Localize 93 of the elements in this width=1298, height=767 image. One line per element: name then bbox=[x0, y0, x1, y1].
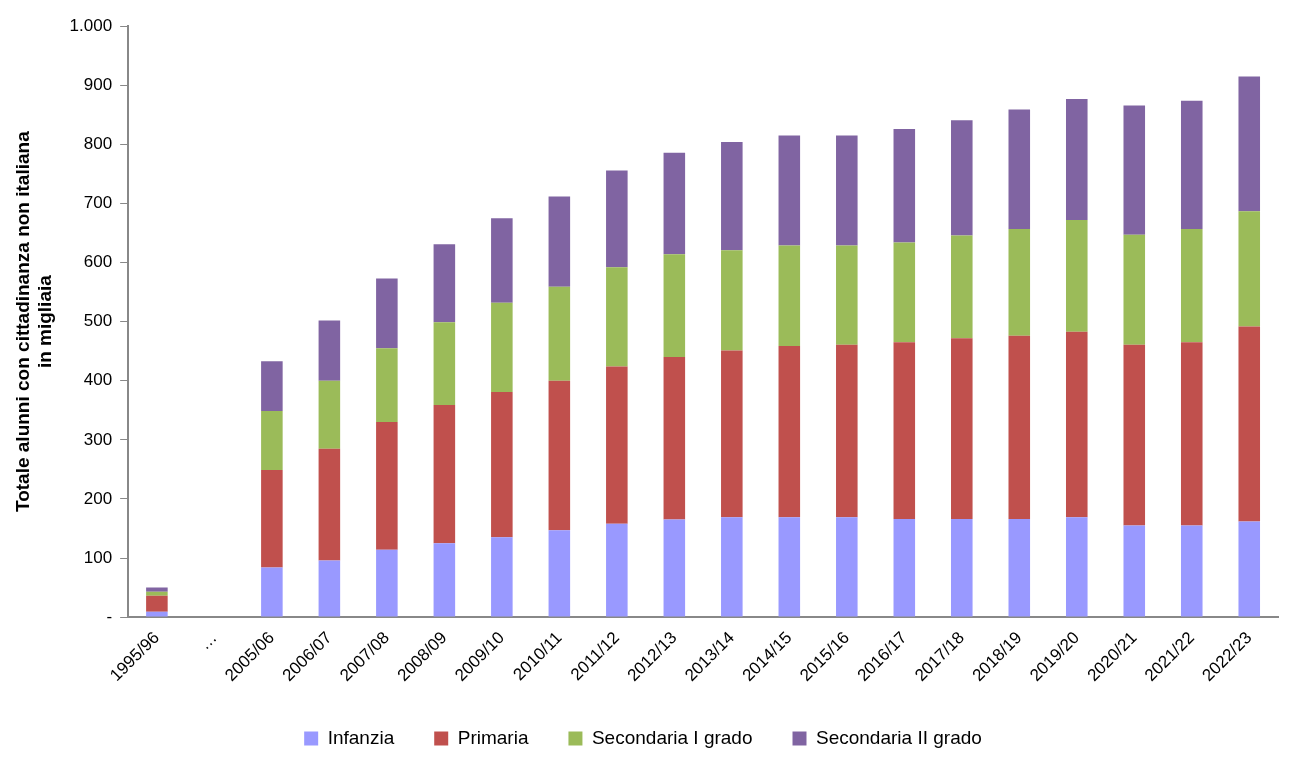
y-tick-label: 400 bbox=[83, 370, 113, 390]
bar bbox=[261, 410, 283, 470]
bar bbox=[1065, 331, 1088, 518]
bar bbox=[318, 560, 341, 617]
bar bbox=[893, 242, 916, 343]
y-tick-label: 700 bbox=[83, 193, 113, 213]
bar bbox=[1008, 519, 1031, 617]
bar bbox=[606, 366, 628, 524]
y-tick-label: - bbox=[106, 606, 113, 626]
bar bbox=[721, 517, 743, 617]
bar bbox=[1123, 525, 1146, 617]
bar bbox=[1123, 344, 1146, 526]
bar bbox=[951, 120, 973, 236]
bar bbox=[1065, 220, 1088, 332]
bar bbox=[951, 235, 973, 339]
bar bbox=[1180, 228, 1203, 343]
bar bbox=[1008, 335, 1031, 520]
bar bbox=[836, 135, 858, 246]
legend-label: Secondaria II grado bbox=[816, 726, 982, 748]
bar bbox=[146, 587, 168, 592]
bar bbox=[318, 448, 341, 561]
bar bbox=[663, 254, 686, 358]
bar bbox=[261, 567, 283, 617]
y-tick-label: 600 bbox=[83, 252, 113, 272]
bar bbox=[433, 404, 456, 544]
bar bbox=[893, 519, 916, 617]
y-axis-title: Totale alunni con cittadinanza non italiana in migliaia bbox=[11, 130, 56, 513]
bar bbox=[433, 322, 456, 405]
bar bbox=[548, 530, 571, 617]
bar bbox=[548, 380, 571, 531]
bar bbox=[1238, 326, 1261, 522]
bar bbox=[951, 519, 973, 617]
legend-label: Primaria bbox=[457, 726, 529, 748]
bar bbox=[146, 611, 168, 617]
bar bbox=[548, 196, 571, 287]
bar bbox=[778, 517, 801, 617]
bar bbox=[778, 345, 801, 518]
bar bbox=[376, 348, 398, 423]
legend-label: Infanzia bbox=[327, 726, 395, 748]
bar bbox=[721, 250, 743, 351]
bar bbox=[318, 320, 341, 381]
bar bbox=[433, 244, 456, 323]
bar bbox=[1238, 211, 1261, 327]
y-tick-label: 500 bbox=[83, 311, 113, 331]
bar bbox=[491, 391, 513, 538]
bar bbox=[836, 517, 858, 617]
bar bbox=[376, 278, 398, 349]
bar bbox=[836, 245, 858, 345]
bar bbox=[893, 342, 916, 520]
bar bbox=[606, 170, 628, 268]
bar bbox=[376, 549, 398, 617]
bar bbox=[1065, 98, 1088, 221]
bar bbox=[491, 537, 513, 617]
bar bbox=[318, 380, 341, 449]
bar bbox=[491, 302, 513, 392]
bar bbox=[1123, 105, 1146, 235]
bar bbox=[778, 245, 801, 346]
bar bbox=[606, 267, 628, 367]
bar bbox=[606, 523, 628, 617]
bar bbox=[261, 361, 283, 411]
bar bbox=[491, 218, 513, 303]
bar bbox=[836, 344, 858, 518]
y-tick-label: 900 bbox=[83, 74, 113, 94]
bar bbox=[1008, 228, 1031, 336]
bar bbox=[261, 469, 283, 568]
bar bbox=[433, 543, 456, 617]
bar bbox=[893, 129, 916, 243]
bar bbox=[721, 350, 743, 518]
bar bbox=[1065, 517, 1088, 617]
bar bbox=[548, 286, 571, 381]
bar bbox=[146, 591, 168, 596]
y-tick-label: 300 bbox=[83, 429, 113, 449]
y-tick-label: 200 bbox=[83, 488, 113, 508]
bar bbox=[1180, 525, 1203, 617]
bar bbox=[1238, 521, 1261, 617]
bar bbox=[663, 152, 686, 255]
bar bbox=[1180, 100, 1203, 229]
legend-label: Secondaria I grado bbox=[591, 726, 753, 748]
bar bbox=[951, 338, 973, 520]
bar bbox=[1180, 342, 1203, 526]
y-tick-label: 100 bbox=[83, 547, 113, 567]
bar bbox=[146, 595, 168, 612]
y-tick-label: 800 bbox=[83, 134, 113, 154]
y-tick-label: 1.000 bbox=[69, 15, 113, 35]
x-tick-label: … bbox=[195, 628, 221, 654]
bar bbox=[721, 142, 743, 251]
bar bbox=[1123, 234, 1146, 345]
bar bbox=[1238, 76, 1261, 212]
bar bbox=[1008, 109, 1031, 229]
bar bbox=[376, 422, 398, 550]
bar bbox=[778, 135, 801, 246]
bar bbox=[663, 519, 686, 617]
bar bbox=[663, 357, 686, 520]
